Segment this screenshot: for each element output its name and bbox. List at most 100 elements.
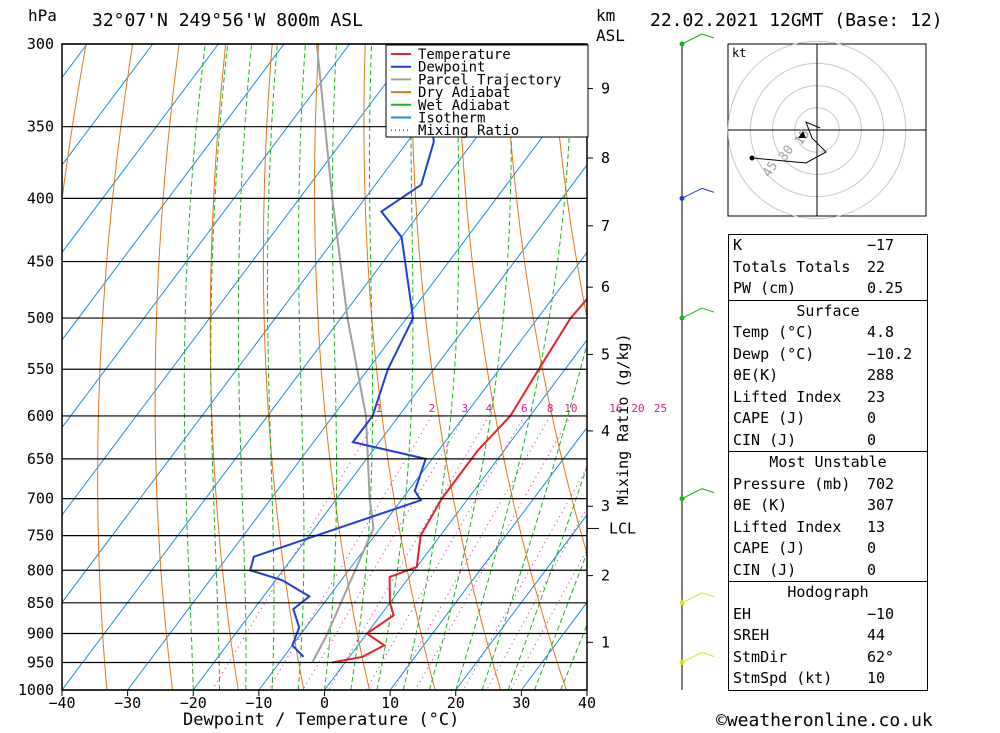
mixing-ratio-label: 16 xyxy=(609,402,622,415)
dry-adiabat-line xyxy=(504,44,587,556)
wet-adiabat-line xyxy=(507,464,587,690)
wind-barb xyxy=(681,652,703,663)
x-tick-label: −40 xyxy=(48,694,75,712)
wet-adiabat-line xyxy=(210,44,229,690)
mixing-ratio-label: 4 xyxy=(486,402,493,415)
stat-stmspd: StmSpd (kt) 10 xyxy=(733,669,886,687)
stat-surface-cape: CAPE (J) 0 xyxy=(733,409,877,427)
lcl-label: LCL xyxy=(609,519,636,537)
hodograph-trace xyxy=(751,121,827,164)
wind-barb-flag xyxy=(701,592,715,598)
stat-k: K −17 xyxy=(733,236,895,254)
mixing-ratio-axis-title: Mixing Ratio (g/kg) xyxy=(614,333,632,505)
hodograph-end-dot xyxy=(749,155,755,161)
chart-location-title: 32°07'N 249°56'W 800m ASL xyxy=(92,10,363,31)
hodograph-unit: kt xyxy=(732,46,746,60)
isotherm-line xyxy=(324,339,587,690)
isotherm-line xyxy=(62,44,351,429)
mixing-ratio-label: 8 xyxy=(547,402,554,415)
hodograph: kt153045 xyxy=(727,40,927,220)
km-tick-label: 3 xyxy=(601,497,610,515)
wet-adiabat-line xyxy=(267,44,278,690)
km-tick-label: 1 xyxy=(601,633,610,651)
pressure-tick-label: 350 xyxy=(27,118,54,136)
x-axis-title: Dewpoint / Temperature (°C) xyxy=(183,710,460,730)
mixing-ratio-label: 2 xyxy=(429,402,436,415)
mixing-ratio-line xyxy=(510,548,587,690)
mixing-ratio-line xyxy=(302,415,466,690)
wind-barb xyxy=(681,307,703,319)
wind-barb xyxy=(681,592,703,604)
isotherm-line xyxy=(0,44,22,690)
wet-adiabat-line xyxy=(429,44,512,690)
km-tick-label: 6 xyxy=(601,278,610,296)
pressure-tick-label: 500 xyxy=(27,309,54,327)
pressure-tick-label: 900 xyxy=(27,624,54,642)
stat-surface-dewp: Dewp (°C) −10.2 xyxy=(733,344,913,363)
stat-surface-li: Lifted Index 23 xyxy=(733,387,886,406)
x-tick-label: 40 xyxy=(578,694,596,712)
stat-stmdir: StmDir 62° xyxy=(733,647,895,666)
pressure-tick-label: 600 xyxy=(27,407,54,425)
x-tick-label: 30 xyxy=(512,694,530,712)
x-tick-label: −20 xyxy=(180,694,207,712)
stat-eh: EH −10 xyxy=(733,604,895,623)
x-tick-label: −10 xyxy=(245,694,272,712)
isotherm-line xyxy=(127,76,587,690)
legend-label: Dry Adiabat xyxy=(418,85,511,101)
pressure-tick-label: 950 xyxy=(27,653,54,671)
stat-sreh: SREH 44 xyxy=(733,626,886,644)
km-tick-label: 4 xyxy=(601,422,610,440)
mixing-ratio-label: 3 xyxy=(461,402,468,415)
chart-datetime: 22.02.2021 12GMT (Base: 12) xyxy=(650,10,943,31)
copyright-link[interactable]: ©weatheronline.co.uk xyxy=(716,710,933,731)
stat-mu-cin: CIN (J) 0 xyxy=(733,560,877,579)
mixing-ratio-line xyxy=(393,415,551,690)
stat-surface-cin: CIN (J) 0 xyxy=(733,430,877,449)
wind-barb-flag xyxy=(701,307,715,313)
wind-barb xyxy=(681,488,703,500)
pressure-tick-label: 300 xyxy=(27,35,54,53)
pressure-tick-label: 450 xyxy=(27,253,54,271)
pressure-tick-label: 650 xyxy=(27,450,54,468)
mixing-ratio-line xyxy=(414,415,572,690)
plot-frame xyxy=(61,43,588,691)
stat-mu-li: Lifted Index 13 xyxy=(733,517,886,536)
isotherm-line xyxy=(62,44,154,166)
surface-section-title: Surface xyxy=(729,299,927,323)
x-tick-label: 0 xyxy=(320,694,329,712)
x-tick-label: −30 xyxy=(114,694,141,712)
most-unstable-section-title: Most Unstable xyxy=(729,451,927,474)
isotherm-line xyxy=(62,44,219,254)
pressure-tick-label: 800 xyxy=(27,561,54,579)
km-tick-label: 5 xyxy=(601,345,610,363)
stat-surface-temp: Temp (°C) 4.8 xyxy=(733,323,895,341)
stat-totals-totals: Totals Totals 22 xyxy=(733,257,886,276)
dry-adiabat-line xyxy=(550,44,587,321)
hodograph-ring-label: 30 xyxy=(776,143,797,164)
isotherm-line xyxy=(389,426,587,690)
pressure-tick-label: 1000 xyxy=(18,681,54,699)
km-tick-label: 9 xyxy=(601,80,610,98)
isotherm-line xyxy=(62,44,482,604)
legend-label: Isotherm xyxy=(418,111,485,127)
wet-adiabat-line xyxy=(297,44,306,690)
mixing-ratio-line xyxy=(486,506,587,690)
legend-box xyxy=(385,44,589,138)
stat-mu-cape: CAPE (J) 0 xyxy=(733,539,877,557)
wind-barb xyxy=(681,33,703,45)
dry-adiabat-line xyxy=(97,44,134,690)
dry-adiabat-line xyxy=(209,44,239,690)
mixing-ratio-line xyxy=(328,415,490,690)
mixing-ratio-label: 6 xyxy=(521,402,528,415)
wind-barb-flag xyxy=(701,33,715,39)
dry-adiabat-line xyxy=(970,44,1000,690)
wind-barb-flag xyxy=(701,488,715,494)
pressure-tick-label: 400 xyxy=(27,189,54,207)
km-tick-label: 2 xyxy=(601,567,610,585)
pressure-tick-label: 850 xyxy=(27,594,54,612)
stat-surface-thetae: θE(K) 288 xyxy=(733,366,895,384)
isotherm-line xyxy=(62,44,416,516)
